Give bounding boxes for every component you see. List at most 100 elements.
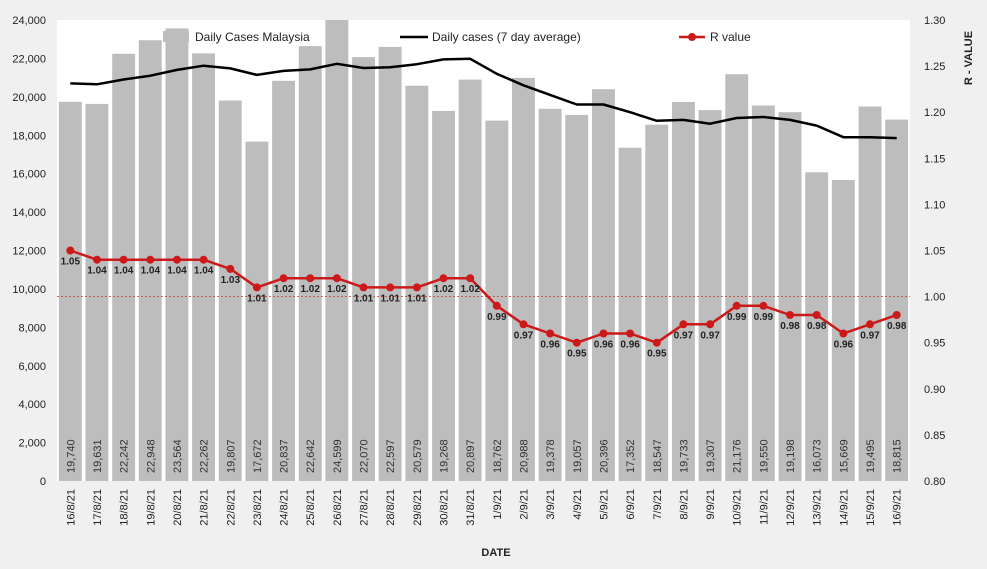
r-point-19 bbox=[572, 338, 581, 347]
bar-12 bbox=[378, 46, 402, 482]
r-value-label-2: 1.04 bbox=[114, 266, 134, 277]
x-tick-label-22: 7/9/21 bbox=[652, 489, 664, 520]
bar-14 bbox=[432, 110, 455, 482]
bar-2 bbox=[112, 53, 136, 482]
bar-value-label-13: 20,579 bbox=[412, 439, 424, 473]
bar-value-label-8: 20,837 bbox=[279, 439, 291, 473]
bar-value-label-27: 19,198 bbox=[785, 439, 797, 473]
bar-9 bbox=[298, 46, 322, 481]
bar-value-label-31: 18,815 bbox=[892, 439, 904, 473]
r-value-label-16: 0.99 bbox=[487, 312, 507, 323]
bar-value-label-21: 17,352 bbox=[625, 439, 637, 473]
bar-23 bbox=[672, 102, 695, 481]
y-tick-label-6: 12,000 bbox=[12, 246, 46, 258]
x-tick-label-11: 27/8/21 bbox=[359, 489, 371, 526]
bar-7 bbox=[245, 141, 269, 481]
x-tick-label-29: 14/9/21 bbox=[838, 489, 850, 526]
x-tick-label-25: 10/9/21 bbox=[732, 489, 744, 526]
r-point-28 bbox=[812, 311, 821, 319]
x-tick-label-2: 18/8/21 bbox=[119, 489, 131, 526]
x-tick-label-18: 3/9/21 bbox=[545, 489, 557, 520]
r-value-label-29: 0.96 bbox=[834, 340, 854, 351]
r-value-label-5: 1.04 bbox=[194, 266, 214, 277]
x-tick-label-4: 20/8/21 bbox=[172, 489, 184, 526]
r-value-label-28: 0.98 bbox=[807, 321, 827, 332]
r-value-label-10: 1.02 bbox=[327, 284, 347, 295]
bar-16 bbox=[485, 120, 509, 481]
y2-tick-label-6: 1.10 bbox=[924, 199, 945, 211]
legend-label-r: R value bbox=[710, 30, 751, 44]
bar-value-label-0: 19,740 bbox=[65, 439, 77, 473]
r-point-31 bbox=[892, 311, 901, 319]
r-value-label-8: 1.02 bbox=[274, 284, 294, 295]
bar-labels-group: 19,740 19,631 22,242 22,948 23,564 22,262 19,8… bbox=[65, 439, 903, 473]
x-tick-label-21: 6/9/21 bbox=[625, 489, 637, 520]
bar-17 bbox=[512, 77, 535, 482]
r-value-label-0: 1.05 bbox=[61, 257, 81, 268]
r-value-label-25: 0.99 bbox=[727, 312, 747, 323]
y2-tick-label-9: 1.25 bbox=[924, 61, 945, 73]
r-value-label-12: 1.01 bbox=[380, 293, 400, 304]
bar-6 bbox=[218, 100, 242, 481]
r-line-group: 1.05 1.04 1.04 1.04 1.04 1.04 1.03 1.01 1.02 1.02… bbox=[61, 246, 907, 360]
r-point-4 bbox=[173, 255, 181, 264]
bar-4 bbox=[165, 28, 189, 482]
x-tick-label-7: 23/8/21 bbox=[252, 489, 264, 526]
x-tick-label-23: 8/9/21 bbox=[678, 489, 690, 520]
legend-marker-r bbox=[688, 33, 696, 41]
left-axis-ticks: 0 2,000 4,000 6,000 8,000 10,000 12,000 14,000 1… bbox=[12, 15, 46, 488]
r-value-label-9: 1.02 bbox=[300, 284, 320, 295]
r-point-2 bbox=[119, 255, 128, 264]
r-value-label-30: 0.97 bbox=[860, 330, 880, 341]
r-point-30 bbox=[866, 320, 874, 329]
average-line-group bbox=[70, 57, 897, 140]
bar-value-label-29: 15,669 bbox=[838, 439, 850, 473]
y-tick-label-4: 8,000 bbox=[18, 322, 46, 334]
r-value-label-19: 0.95 bbox=[567, 349, 587, 360]
bar-11 bbox=[352, 57, 375, 481]
r-value-label-11: 1.01 bbox=[354, 293, 374, 304]
bar-0 bbox=[58, 101, 82, 482]
r-value-label-1: 1.04 bbox=[87, 266, 107, 277]
r-point-16 bbox=[492, 301, 501, 310]
x-tick-label-6: 22/8/21 bbox=[225, 489, 237, 526]
x-tick-label-5: 21/8/21 bbox=[199, 489, 211, 526]
r-value-label-4: 1.04 bbox=[167, 266, 187, 277]
x-tick-label-31: 16/9/21 bbox=[892, 489, 904, 526]
bar-24 bbox=[698, 110, 722, 481]
y2-tick-label-5: 1.05 bbox=[924, 246, 945, 258]
r-point-15 bbox=[466, 274, 475, 283]
r-point-10 bbox=[332, 274, 341, 283]
r-point-17 bbox=[519, 320, 528, 329]
legend: Daily Cases Malaysia Daily cases (7 day … bbox=[163, 30, 751, 44]
x-tick-label-27: 12/9/21 bbox=[785, 489, 797, 526]
y2-tick-label-4: 1.00 bbox=[924, 292, 945, 304]
y-tick-label-12: 24,000 bbox=[12, 15, 46, 27]
r-point-12 bbox=[386, 283, 395, 292]
x-tick-label-14: 30/8/21 bbox=[439, 489, 451, 526]
bar-value-label-3: 22,948 bbox=[145, 439, 157, 473]
r-value-label-23: 0.97 bbox=[674, 330, 694, 341]
r-point-20 bbox=[599, 329, 608, 338]
r-value-label-26: 0.99 bbox=[754, 312, 774, 323]
bar-value-label-22: 18,547 bbox=[652, 439, 664, 473]
bar-21 bbox=[618, 147, 642, 481]
x-tick-label-26: 11/9/21 bbox=[758, 489, 770, 525]
bar-value-label-4: 23,564 bbox=[172, 439, 184, 473]
x-tick-label-12: 28/8/21 bbox=[385, 489, 397, 526]
r-point-23 bbox=[679, 320, 688, 329]
bar-19 bbox=[565, 114, 589, 482]
r-value-label-20: 0.96 bbox=[594, 340, 614, 351]
r-point-1 bbox=[93, 255, 101, 264]
bar-value-label-20: 20,396 bbox=[599, 439, 611, 473]
x-tick-label-13: 29/8/21 bbox=[412, 489, 424, 526]
r-point-14 bbox=[439, 274, 448, 283]
x-tick-label-20: 5/9/21 bbox=[599, 489, 611, 520]
r-value-label-18: 0.96 bbox=[540, 340, 560, 351]
x-tick-label-28: 13/9/21 bbox=[812, 489, 824, 526]
bar-value-label-9: 22,642 bbox=[305, 439, 317, 473]
x-tick-label-3: 19/8/21 bbox=[145, 489, 157, 526]
x-tick-label-1: 17/8/21 bbox=[92, 489, 104, 526]
bar-value-label-26: 19,550 bbox=[758, 439, 770, 473]
bar-value-label-5: 22,262 bbox=[199, 439, 211, 473]
